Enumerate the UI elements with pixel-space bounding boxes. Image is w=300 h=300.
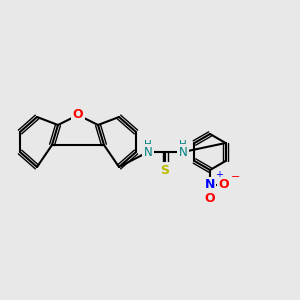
Text: N: N <box>178 146 188 158</box>
Text: O: O <box>205 191 215 205</box>
Text: +: + <box>215 170 223 180</box>
Text: O: O <box>219 178 229 191</box>
Text: O: O <box>73 109 83 122</box>
Text: −: − <box>231 172 240 182</box>
Text: H: H <box>144 140 152 150</box>
Text: N: N <box>205 178 215 191</box>
Text: H: H <box>179 140 187 150</box>
Text: N: N <box>144 146 152 158</box>
Text: S: S <box>160 164 169 176</box>
